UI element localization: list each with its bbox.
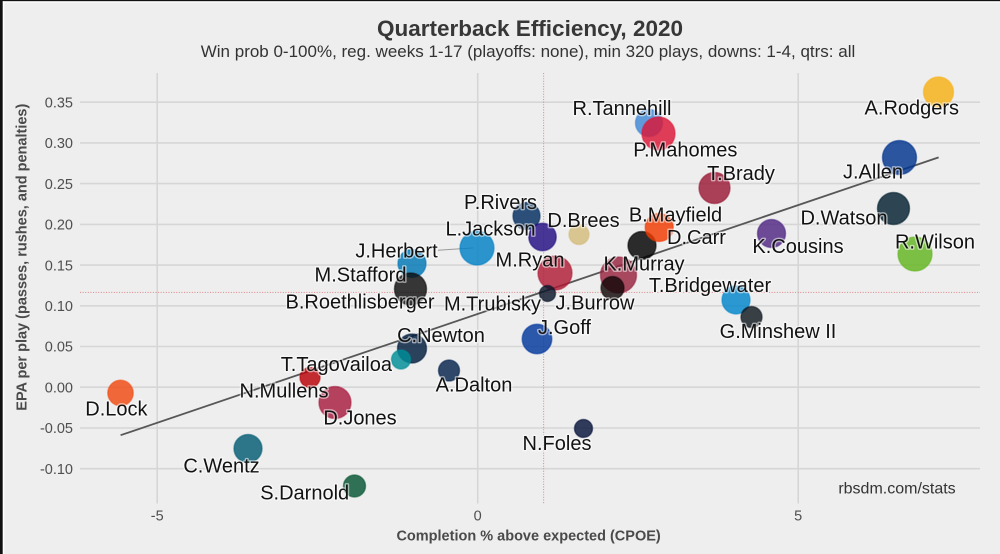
svg-text:0.25: 0.25 (45, 177, 73, 193)
svg-text:T.Brady: T.Brady (707, 163, 775, 185)
svg-text:R.Wilson: R.Wilson (895, 232, 975, 254)
svg-text:A.Dalton: A.Dalton (436, 374, 513, 396)
svg-text:rbsdm.com/stats: rbsdm.com/stats (838, 481, 955, 498)
svg-text:C.Wentz: C.Wentz (183, 455, 259, 477)
svg-text:K.Cousins: K.Cousins (752, 236, 843, 258)
svg-text:K.Murray: K.Murray (603, 254, 684, 276)
svg-text:C.Newton: C.Newton (397, 325, 485, 347)
svg-text:T.Tagovailoa: T.Tagovailoa (281, 354, 393, 376)
svg-text:0: 0 (474, 509, 482, 525)
svg-text:M.Stafford: M.Stafford (315, 264, 407, 286)
svg-text:0.10: 0.10 (45, 299, 73, 315)
svg-text:G.Minshew II: G.Minshew II (720, 321, 837, 343)
svg-text:0.15: 0.15 (45, 258, 73, 274)
svg-text:J.Herbert: J.Herbert (355, 240, 438, 262)
svg-text:D.Carr: D.Carr (667, 227, 726, 249)
svg-text:M.Ryan: M.Ryan (496, 249, 565, 271)
svg-text:-0.05: -0.05 (40, 421, 73, 437)
svg-text:5: 5 (794, 509, 802, 525)
svg-text:N.Mullens: N.Mullens (240, 380, 329, 402)
svg-text:0.20: 0.20 (45, 218, 73, 234)
svg-text:L.Jackson: L.Jackson (445, 218, 535, 240)
svg-text:0.05: 0.05 (45, 340, 73, 356)
svg-text:J.Allen: J.Allen (843, 161, 903, 183)
svg-text:0.30: 0.30 (45, 136, 73, 152)
svg-text:S.Darnold: S.Darnold (260, 482, 349, 504)
svg-text:A.Rodgers: A.Rodgers (865, 97, 960, 119)
svg-text:Win prob 0-100%, reg. weeks 1-: Win prob 0-100%, reg. weeks 1-17 (playof… (201, 42, 856, 61)
svg-text:B.Roethlisberger: B.Roethlisberger (286, 291, 435, 313)
svg-text:R.Tannehill: R.Tannehill (573, 98, 672, 120)
svg-text:Quarterback Efficiency, 2020: Quarterback Efficiency, 2020 (377, 16, 683, 41)
svg-text:J.Burrow: J.Burrow (556, 292, 635, 314)
svg-text:P.Rivers: P.Rivers (464, 192, 537, 214)
svg-text:Completion % above expected (C: Completion % above expected (CPOE) (396, 529, 660, 545)
svg-text:P.Mahomes: P.Mahomes (633, 139, 737, 161)
svg-text:B.Mayfield: B.Mayfield (629, 204, 722, 226)
svg-text:D.Brees: D.Brees (547, 210, 619, 232)
svg-text:0.00: 0.00 (45, 380, 73, 396)
svg-text:D.Lock: D.Lock (85, 398, 148, 420)
svg-text:T.Bridgewater: T.Bridgewater (649, 275, 772, 297)
svg-text:D.Jones: D.Jones (323, 408, 396, 430)
svg-text:J.Goff: J.Goff (538, 317, 591, 339)
svg-text:N.Foles: N.Foles (523, 433, 592, 455)
svg-text:-5: -5 (151, 509, 164, 525)
svg-text:EPA per play (passes, rushes,: EPA per play (passes, rushes, and penalt… (15, 104, 31, 411)
svg-text:M.Trubisky: M.Trubisky (444, 293, 541, 315)
svg-text:0.35: 0.35 (45, 95, 73, 111)
svg-text:-0.10: -0.10 (40, 462, 73, 478)
svg-text:D.Watson: D.Watson (800, 207, 887, 229)
